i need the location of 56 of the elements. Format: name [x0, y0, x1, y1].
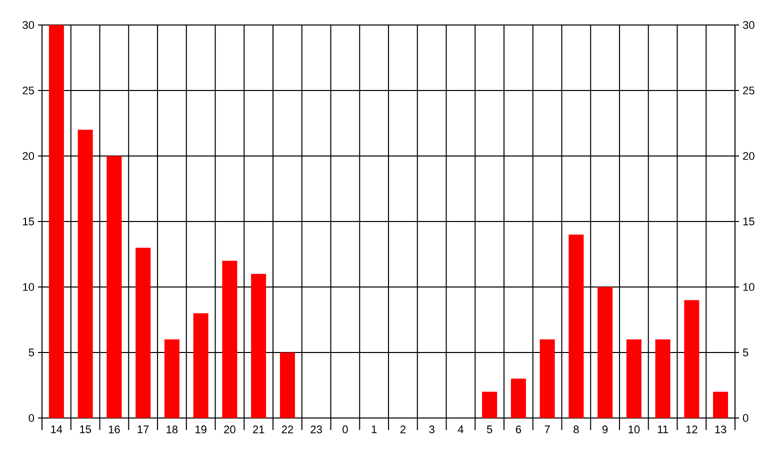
bar	[598, 286, 613, 418]
y2-tick-label: 15	[743, 218, 754, 226]
x-tick-label: 19	[196, 426, 206, 434]
bar	[626, 339, 642, 418]
bar	[540, 339, 555, 418]
x-tick-label: 1	[372, 426, 377, 434]
bar	[655, 339, 670, 418]
x-tick-label: 13	[715, 426, 726, 434]
y2-tick-label: 20	[743, 152, 754, 160]
y-tick-label: 25	[22, 86, 34, 94]
x-tick-label: 23	[310, 426, 322, 434]
bar	[193, 313, 208, 418]
x-tick-label: 3	[429, 426, 434, 434]
x-tick-label: 10	[628, 426, 640, 434]
x-tick-label: 14	[51, 426, 62, 434]
bar	[568, 234, 584, 418]
bar	[48, 24, 64, 418]
x-tick-label: 5	[486, 426, 492, 434]
y-tick-label: 10	[23, 283, 34, 291]
x-tick-label: 7	[544, 426, 550, 434]
y-tick-label: 5	[28, 348, 34, 356]
y-tick-label: 15	[23, 218, 34, 226]
x-tick-label: 15	[80, 426, 91, 434]
y2-tick-label: 10	[743, 283, 754, 291]
x-tick-label: 16	[108, 426, 120, 434]
x-tick-label: 12	[686, 426, 698, 434]
bar	[136, 248, 151, 418]
y2-tick-label: 25	[743, 86, 754, 94]
bar	[713, 392, 728, 418]
x-tick-label: 8	[574, 426, 579, 434]
x-tick-label: 18	[166, 426, 178, 434]
bar	[482, 392, 498, 418]
y-tick-label: 0	[28, 414, 34, 422]
bar	[78, 130, 93, 418]
bar	[280, 352, 295, 418]
y2-tick-label: 0	[742, 414, 748, 422]
y2-tick-label: 5	[742, 348, 748, 356]
x-tick-label: 4	[458, 426, 464, 434]
bar	[164, 339, 180, 418]
x-tick-label: 0	[342, 426, 348, 434]
x-tick-label: 17	[138, 426, 149, 434]
x-tick-label: 2	[400, 426, 406, 434]
x-tick-label: 6	[516, 426, 522, 434]
y-tick-label: 30	[22, 21, 34, 29]
bar	[222, 260, 238, 418]
bar	[684, 300, 700, 418]
bar	[106, 156, 122, 418]
x-tick-label: 20	[224, 426, 236, 434]
bar	[251, 274, 266, 418]
x-tick-label: 11	[658, 426, 668, 434]
y-tick-label: 20	[22, 152, 34, 160]
x-tick-label: 9	[602, 426, 608, 434]
x-tick-label: 22	[282, 426, 294, 434]
x-tick-label: 21	[253, 426, 264, 434]
bar	[510, 378, 526, 418]
y2-tick-label: 30	[742, 21, 754, 29]
